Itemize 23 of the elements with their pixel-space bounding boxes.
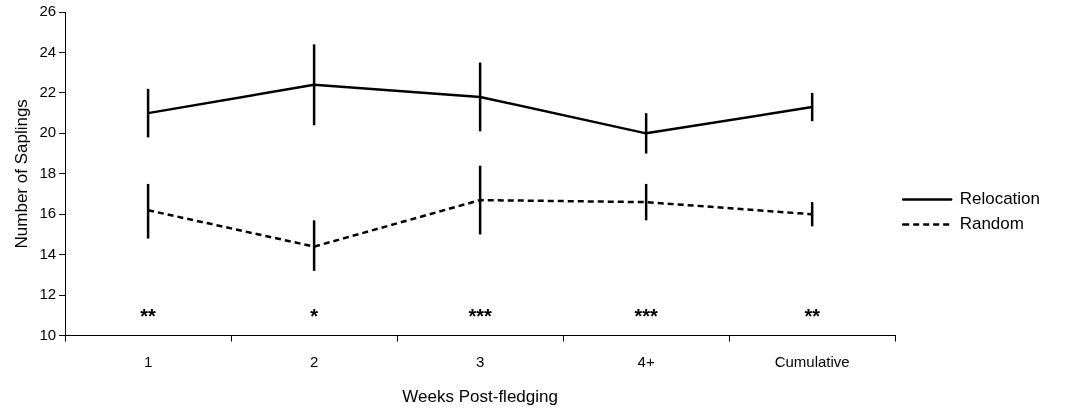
annotation: *** <box>634 305 659 328</box>
y-tick-label: 20 <box>39 123 57 141</box>
y-tick-label: 18 <box>39 163 57 181</box>
y-tick-label: 10 <box>39 325 57 343</box>
y-tick-label: 26 <box>39 2 57 20</box>
y-tick-label: 12 <box>39 285 57 303</box>
x-tick-label: 4+ <box>637 352 655 370</box>
legend-label: Relocation <box>959 189 1040 209</box>
annotation: * <box>310 305 319 328</box>
x-tick-label: 2 <box>309 352 319 370</box>
annotation: *** <box>468 305 493 328</box>
x-axis-title: Weeks Post-fledging <box>402 387 558 407</box>
y-tick-label: 16 <box>39 204 57 222</box>
annotation: ** <box>140 305 157 328</box>
y-axis-title: Number of Saplings <box>11 99 31 249</box>
x-tick-label: 3 <box>475 352 485 370</box>
legend-label: Random <box>959 214 1024 234</box>
x-tick-label: 1 <box>143 352 153 370</box>
y-tick-label: 14 <box>39 244 57 262</box>
y-tick-label: 22 <box>39 83 57 101</box>
y-tick-label: 24 <box>39 42 57 60</box>
x-tick-label: Cumulative <box>774 352 850 370</box>
annotation: ** <box>804 305 821 328</box>
